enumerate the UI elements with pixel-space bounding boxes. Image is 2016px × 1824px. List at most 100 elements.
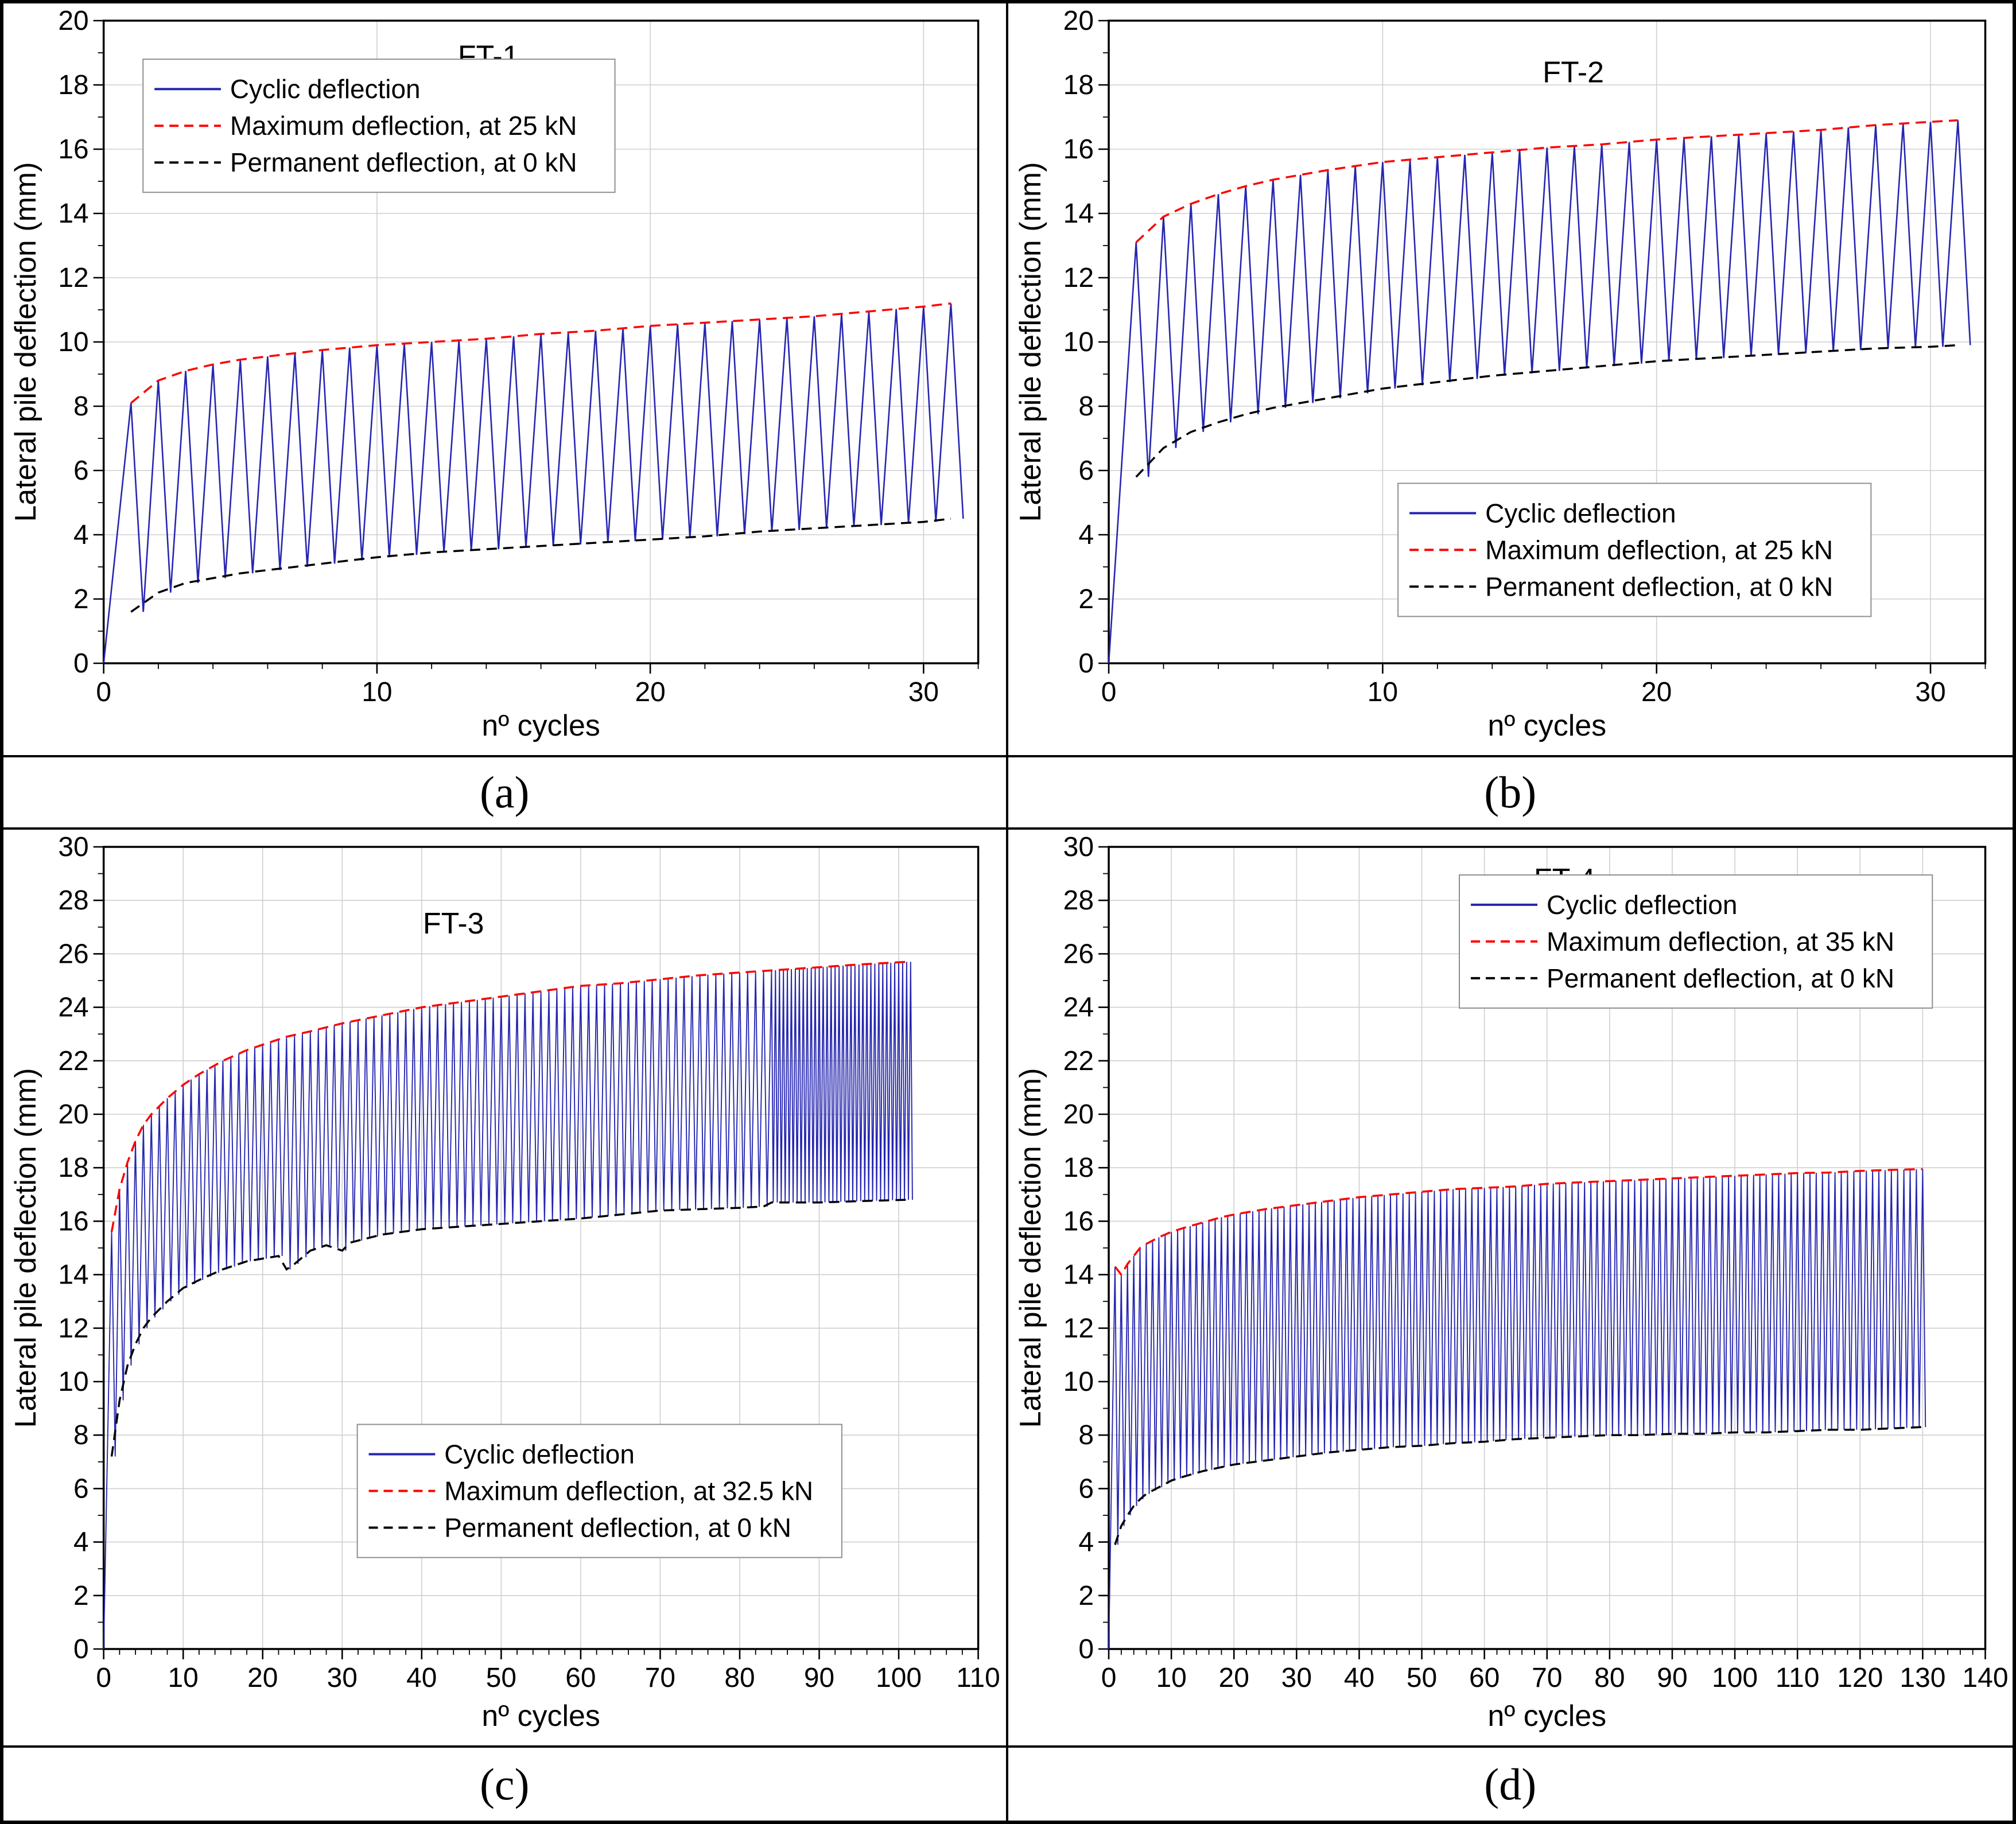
svg-text:Permanent deflection, at 0 kN: Permanent deflection, at 0 kN xyxy=(1547,963,1894,993)
svg-text:16: 16 xyxy=(1063,1206,1093,1236)
svg-text:12: 12 xyxy=(58,263,88,293)
svg-text:70: 70 xyxy=(645,1663,675,1693)
svg-text:90: 90 xyxy=(1657,1663,1687,1693)
svg-text:8: 8 xyxy=(73,391,89,422)
svg-text:10: 10 xyxy=(168,1663,199,1693)
svg-text:0: 0 xyxy=(96,1663,111,1693)
svg-text:Lateral pile deflection (mm): Lateral pile deflection (mm) xyxy=(9,162,42,522)
svg-text:Permanent deflection, at 0 kN: Permanent deflection, at 0 kN xyxy=(444,1513,791,1543)
svg-text:6: 6 xyxy=(1078,1473,1094,1504)
svg-text:12: 12 xyxy=(1063,1313,1093,1344)
svg-text:0: 0 xyxy=(73,648,89,679)
svg-text:6: 6 xyxy=(73,1473,89,1504)
svg-text:16: 16 xyxy=(58,1206,88,1236)
svg-text:12: 12 xyxy=(1063,263,1093,293)
svg-text:18: 18 xyxy=(1063,1153,1093,1183)
svg-text:80: 80 xyxy=(724,1663,755,1693)
svg-text:0: 0 xyxy=(96,677,111,707)
svg-text:10: 10 xyxy=(1156,1663,1186,1693)
svg-text:100: 100 xyxy=(1712,1663,1758,1693)
svg-text:20: 20 xyxy=(58,6,88,36)
svg-text:4: 4 xyxy=(1078,520,1094,550)
svg-text:nº cycles: nº cycles xyxy=(1487,1699,1606,1733)
svg-text:40: 40 xyxy=(1343,1663,1374,1693)
svg-text:60: 60 xyxy=(1469,1663,1499,1693)
svg-text:28: 28 xyxy=(58,885,88,916)
svg-text:10: 10 xyxy=(1063,327,1093,357)
svg-text:110: 110 xyxy=(956,1663,1000,1693)
svg-text:4: 4 xyxy=(73,520,89,550)
svg-text:20: 20 xyxy=(1641,677,1671,707)
chart-b-svg: 0 10 20 30 0 2 4 6 8 10 12 14 16 18 20 nº cycles Lateral… xyxy=(1014,6,1986,742)
chart-d-svg: 0 10 20 30 40 50 60 70 80 90 100 110 120 130 140024681… xyxy=(1014,832,2009,1733)
svg-text:130: 130 xyxy=(1900,1663,1945,1693)
svg-text:10: 10 xyxy=(362,677,392,707)
chart-a-panel: 0 10 20 30 0 2 4 6 8 10 12 14 16 18 20 nº cycles Lateral… xyxy=(3,3,1008,755)
svg-text:30: 30 xyxy=(1063,832,1093,862)
svg-text:10: 10 xyxy=(58,1367,88,1397)
caption-b: (b) xyxy=(1008,755,2013,830)
svg-text:Cyclic deflection: Cyclic deflection xyxy=(1547,890,1737,920)
svg-text:Maximum deflection, at 25 kN: Maximum deflection, at 25 kN xyxy=(1485,535,1833,565)
svg-text:16: 16 xyxy=(58,134,88,165)
caption-a: (a) xyxy=(3,755,1008,830)
svg-text:2: 2 xyxy=(73,1581,89,1611)
caption-d: (d) xyxy=(1008,1745,2013,1821)
svg-text:10: 10 xyxy=(58,327,88,357)
svg-text:10: 10 xyxy=(1367,677,1397,707)
svg-text:24: 24 xyxy=(1063,993,1093,1023)
svg-text:14: 14 xyxy=(1063,199,1093,229)
svg-text:8: 8 xyxy=(1078,391,1094,422)
svg-text:70: 70 xyxy=(1532,1663,1562,1693)
svg-text:22: 22 xyxy=(1063,1046,1093,1076)
svg-text:10: 10 xyxy=(1063,1367,1093,1397)
svg-text:18: 18 xyxy=(58,1153,88,1183)
svg-text:Lateral pile deflection (mm): Lateral pile deflection (mm) xyxy=(1014,162,1047,522)
svg-text:140: 140 xyxy=(1962,1663,2008,1693)
svg-text:20: 20 xyxy=(635,677,665,707)
svg-text:14: 14 xyxy=(58,1260,88,1290)
svg-text:40: 40 xyxy=(406,1663,437,1693)
caption-a-label: (a) xyxy=(479,767,530,817)
svg-text:0: 0 xyxy=(1101,677,1116,707)
svg-text:nº cycles: nº cycles xyxy=(481,1699,600,1733)
svg-text:8: 8 xyxy=(1078,1420,1094,1450)
svg-text:20: 20 xyxy=(1063,6,1093,36)
svg-text:Cyclic deflection: Cyclic deflection xyxy=(1485,498,1676,528)
svg-text:Maximum deflection, at 25 kN: Maximum deflection, at 25 kN xyxy=(230,111,577,141)
svg-text:30: 30 xyxy=(1281,1663,1311,1693)
chart-c-panel: 0 10 20 30 40 50 60 70 80 90 100 110 0 2 4 6 8 10 12 14 16 18… xyxy=(3,830,1008,1745)
caption-c-label: (c) xyxy=(479,1759,530,1809)
svg-text:20: 20 xyxy=(247,1663,278,1693)
svg-text:26: 26 xyxy=(1063,939,1093,969)
chart-a-svg: 0 10 20 30 0 2 4 6 8 10 12 14 16 18 20 nº cycles Lateral… xyxy=(9,6,980,742)
svg-text:110: 110 xyxy=(1775,1663,1819,1693)
svg-text:Lateral pile deflection (mm): Lateral pile deflection (mm) xyxy=(9,1068,42,1428)
caption-d-label: (d) xyxy=(1484,1759,1537,1809)
svg-text:22: 22 xyxy=(58,1046,88,1076)
svg-text:2: 2 xyxy=(73,584,89,615)
svg-text:Lateral pile deflection (mm): Lateral pile deflection (mm) xyxy=(1014,1068,1047,1428)
svg-text:Permanent deflection, at 0 kN: Permanent deflection, at 0 kN xyxy=(1485,571,1833,601)
svg-text:nº cycles: nº cycles xyxy=(1487,709,1606,742)
caption-c: (c) xyxy=(3,1745,1008,1821)
svg-text:Maximum deflection, at 35 kN: Maximum deflection, at 35 kN xyxy=(1547,927,1894,956)
chart-b-panel: 0 10 20 30 0 2 4 6 8 10 12 14 16 18 20 nº cycles Lateral… xyxy=(1008,3,2013,755)
chart-c-svg: 0 10 20 30 40 50 60 70 80 90 100 110024681012141618… xyxy=(9,832,1000,1733)
svg-text:6: 6 xyxy=(73,456,89,486)
svg-text:Permanent deflection, at 0 kN: Permanent deflection, at 0 kN xyxy=(230,147,577,177)
svg-text:Maximum deflection, at 32.5 kN: Maximum deflection, at 32.5 kN xyxy=(444,1476,813,1506)
svg-text:4: 4 xyxy=(73,1527,89,1558)
svg-text:18: 18 xyxy=(58,70,88,100)
svg-text:30: 30 xyxy=(58,832,88,862)
svg-text:60: 60 xyxy=(565,1663,596,1693)
svg-text:24: 24 xyxy=(58,993,88,1023)
svg-text:0: 0 xyxy=(1078,648,1094,679)
svg-text:50: 50 xyxy=(1406,1663,1436,1693)
svg-text:2: 2 xyxy=(1078,584,1094,615)
caption-b-label: (b) xyxy=(1484,767,1537,817)
svg-text:30: 30 xyxy=(1915,677,1945,707)
svg-text:8: 8 xyxy=(73,1420,89,1450)
svg-text:2: 2 xyxy=(1078,1581,1094,1611)
